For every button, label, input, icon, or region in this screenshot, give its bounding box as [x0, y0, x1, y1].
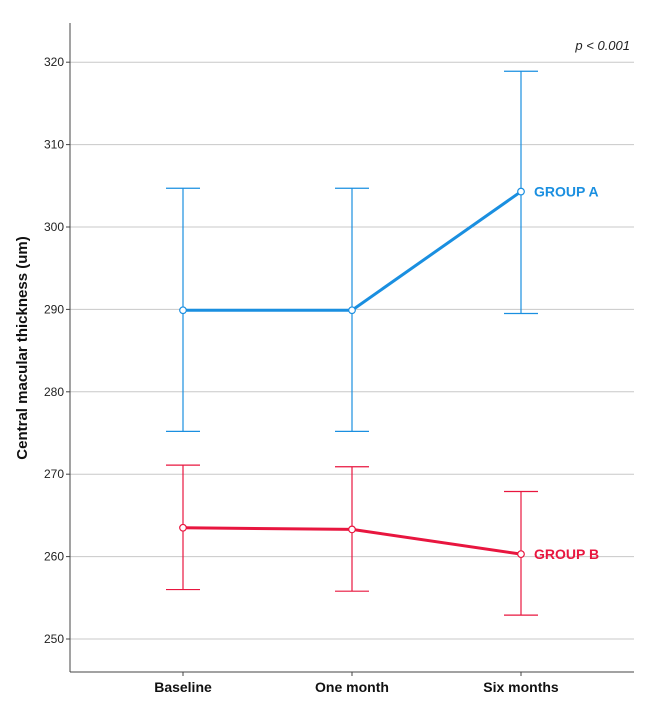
y-tick-label-280: 280: [44, 385, 64, 399]
y-tick-label-310: 310: [44, 138, 64, 152]
series-group: GROUP A GROUP B: [166, 70, 599, 616]
data-point-1-1: [348, 525, 356, 534]
data-point-0-0: [179, 306, 187, 315]
y-tick-label-300: 300: [44, 220, 64, 234]
data-point-1-0: [179, 523, 187, 532]
y-tick-labels: 250 260 270 280 290 300 310 320: [44, 55, 70, 646]
x-tick-label-one-month: One month: [315, 679, 389, 695]
series-label-0: GROUP A: [534, 184, 599, 200]
y-tick-label-270: 270: [44, 467, 64, 481]
x-tick-label-six-months: Six months: [483, 679, 559, 695]
series-label-1: GROUP B: [534, 546, 599, 562]
data-point-1-2: [517, 550, 525, 559]
y-tick-label-320: 320: [44, 55, 64, 69]
series-group-a: GROUP A: [166, 70, 599, 432]
y-tick-label-260: 260: [44, 550, 64, 564]
data-point-0-2: [517, 187, 525, 196]
data-point-0-1: [348, 306, 356, 315]
x-tick-label-baseline: Baseline: [154, 679, 212, 695]
y-axis-label: Central macular thickness (um): [14, 236, 31, 459]
series-group-b: GROUP B: [166, 464, 599, 616]
x-tick-labels: Baseline One month Six months: [154, 672, 559, 695]
y-tick-label-250: 250: [44, 632, 64, 646]
p-value-annotation: p < 0.001: [574, 38, 630, 53]
y-tick-label-290: 290: [44, 302, 64, 316]
